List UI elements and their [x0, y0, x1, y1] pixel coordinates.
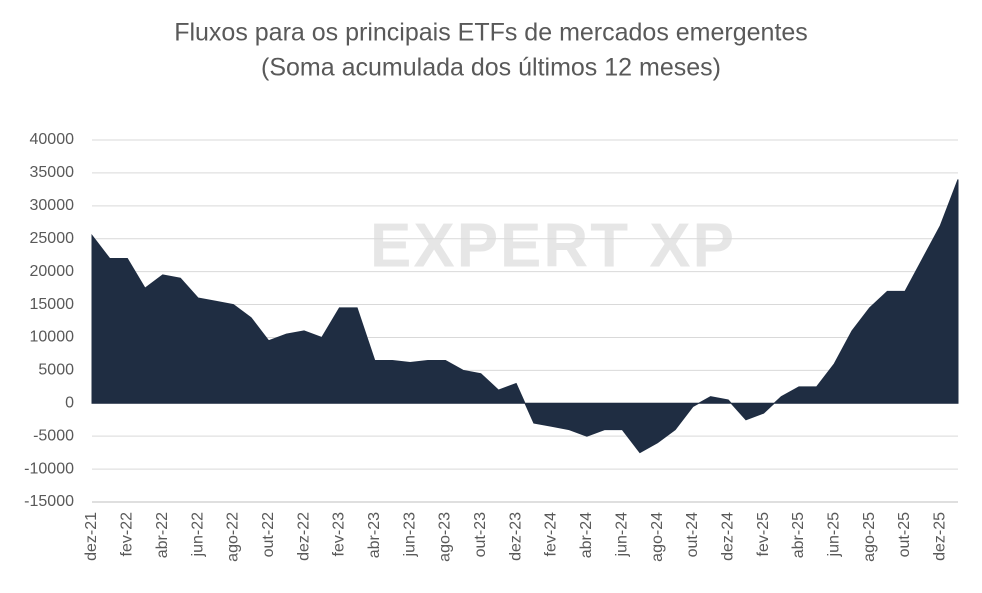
- x-tick-label: abr-23: [366, 512, 383, 558]
- x-tick-label: out-22: [260, 512, 277, 557]
- x-tick-label: fev-24: [543, 512, 560, 557]
- x-tick-label: fev-23: [331, 512, 348, 557]
- x-tick-label: out-25: [896, 512, 913, 557]
- x-tick-label: fev-22: [119, 512, 136, 557]
- x-tick-label: out-24: [684, 512, 701, 557]
- y-tick-label: 25000: [30, 230, 75, 247]
- x-tick-label: abr-25: [790, 512, 807, 558]
- y-tick-label: 0: [65, 394, 74, 411]
- x-tick-label: out-23: [472, 512, 489, 557]
- x-tick-label: ago-24: [649, 512, 666, 562]
- x-tick-label: dez-23: [507, 512, 524, 561]
- x-tick-label: ago-23: [437, 512, 454, 562]
- y-tick-label: 5000: [38, 362, 74, 379]
- y-tick-label: -5000: [33, 427, 74, 444]
- chart-subtitle: (Soma acumulada dos últimos 12 meses): [261, 54, 721, 82]
- x-tick-label: dez-21: [83, 512, 100, 561]
- x-tick-label: ago-22: [225, 512, 242, 562]
- x-tick-label: dez-24: [719, 512, 736, 561]
- x-tick-label: abr-22: [154, 512, 171, 558]
- x-tick-label: jun-25: [826, 512, 843, 558]
- y-tick-label: 20000: [30, 263, 75, 280]
- y-tick-label: 10000: [30, 329, 75, 346]
- y-tick-label: -10000: [24, 460, 74, 477]
- x-tick-label: abr-24: [578, 512, 595, 558]
- y-tick-label: 15000: [30, 296, 75, 313]
- y-tick-label: 35000: [30, 164, 75, 181]
- y-tick-label: 30000: [30, 197, 75, 214]
- x-tick-label: jun-22: [189, 512, 206, 558]
- area: [91, 179, 959, 454]
- x-tick-label: jun-24: [613, 512, 630, 558]
- x-tick-label: dez-25: [932, 512, 949, 561]
- y-tick-label: 40000: [30, 131, 75, 148]
- x-tick-label: ago-25: [861, 512, 878, 562]
- x-tick-label: jun-23: [401, 512, 418, 558]
- chart-title: Fluxos para os principais ETFs de mercad…: [174, 19, 808, 47]
- y-tick-label: -15000: [24, 493, 74, 510]
- watermark: EXPERT XP: [370, 211, 736, 280]
- x-tick-label: fev-25: [755, 512, 772, 557]
- x-tick-label: dez-22: [295, 512, 312, 561]
